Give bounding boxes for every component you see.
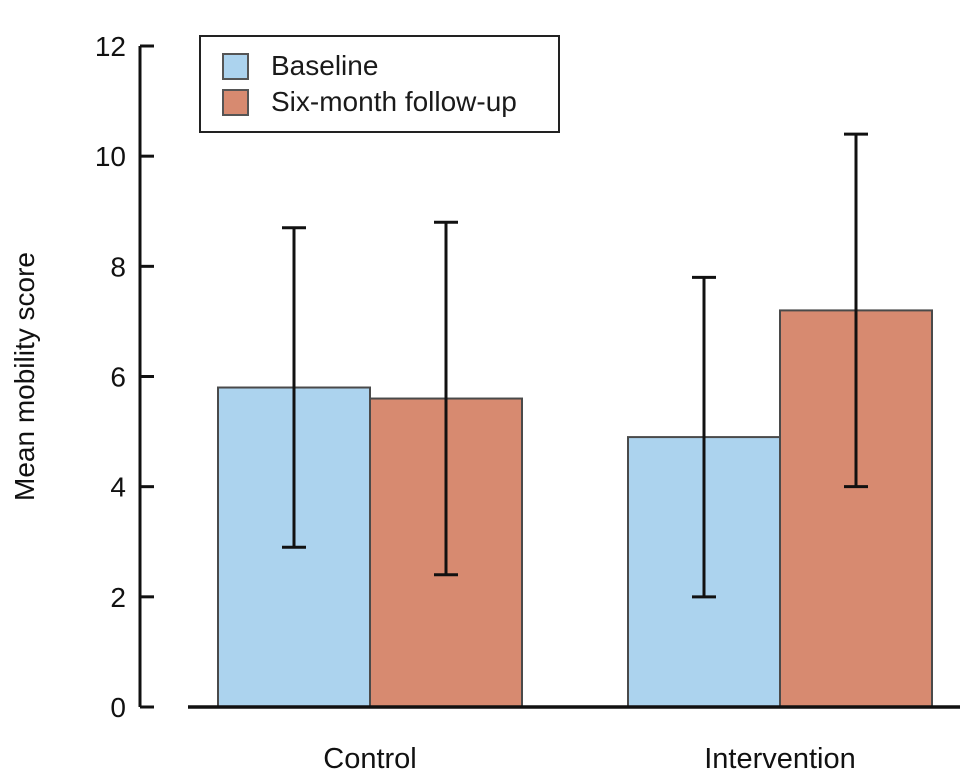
x-category-label-intervention: Intervention <box>704 743 856 775</box>
legend-label-baseline: Baseline <box>271 50 379 81</box>
legend-item-followup: Six-month follow-up <box>222 86 558 117</box>
x-category-label-control: Control <box>323 743 417 775</box>
y-tick-label-0: 0 <box>110 692 126 723</box>
legend: Baseline Six-month follow-up <box>199 35 560 133</box>
y-tick-label-8: 8 <box>110 251 126 282</box>
y-tick-label-2: 2 <box>110 582 126 613</box>
legend-label-followup: Six-month follow-up <box>271 86 517 117</box>
y-tick-label-6: 6 <box>110 362 126 393</box>
y-tick-label-4: 4 <box>110 472 126 503</box>
y-tick-label-12: 12 <box>95 31 126 62</box>
y-tick-label-10: 10 <box>95 141 126 172</box>
legend-swatch-baseline <box>222 52 249 80</box>
y-axis-title: Mean mobility score <box>9 252 40 501</box>
legend-item-baseline: Baseline <box>222 50 558 81</box>
legend-swatch-followup <box>222 88 249 116</box>
